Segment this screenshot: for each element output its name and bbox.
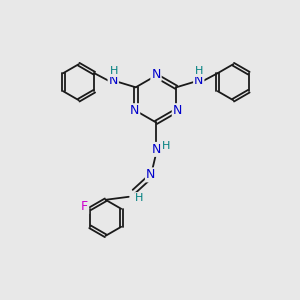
Text: N: N [151, 68, 161, 81]
Text: H: H [110, 66, 118, 76]
Text: N: N [146, 168, 155, 182]
Text: F: F [81, 200, 88, 214]
Text: H: H [161, 141, 170, 151]
Text: H: H [135, 193, 144, 203]
Text: N: N [194, 74, 203, 87]
Text: N: N [173, 104, 182, 117]
Text: H: H [195, 66, 204, 76]
Text: N: N [130, 104, 139, 117]
Text: N: N [151, 143, 161, 156]
Text: N: N [109, 74, 118, 87]
